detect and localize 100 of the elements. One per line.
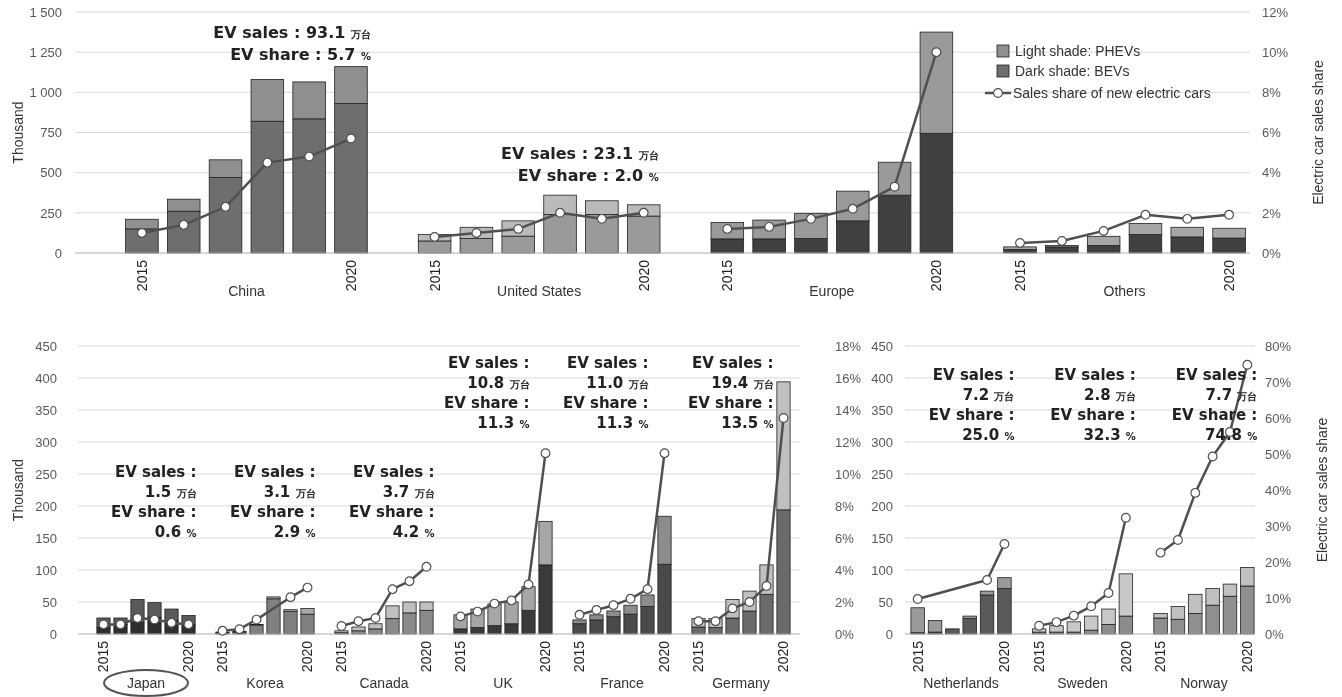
text: Korea [246,675,284,691]
legend-label: Sales share of new electric cars [1013,85,1211,101]
text: China [228,283,265,299]
y-axis-title: Thousand [9,101,26,164]
y-tick-label: 450 [35,338,57,354]
x-tick-label: 2015 [133,259,150,292]
y2-tick-label: 6% [1262,125,1282,141]
y2-tick-label: 18% [835,338,862,354]
x-tick-label: 2020 [418,640,435,673]
text: France [600,675,644,691]
text: Sweden [1057,675,1108,691]
x-tick-label: 2015 [1031,640,1048,673]
y2-tick-label: 2% [1262,205,1282,221]
x-tick-label: 2015 [909,640,926,673]
y2-tick-label: 30% [1265,518,1292,534]
annotation: EV sales : 2.8 万台 EV share : 32.3 % [1050,366,1136,444]
text: Canada [359,675,409,691]
y2-tick-label: 0% [1262,245,1282,261]
y-tick-label: 750 [40,125,62,141]
y2-tick-label: 12% [1262,4,1289,20]
annotation: EV sales : 1.5 万台 EV share : 0.6 % [110,463,197,541]
y2-tick-label: 10% [1262,44,1289,60]
y-tick-label: 0 [54,245,62,261]
y2-axis-title: Electric car sales share [1313,417,1330,563]
y2-tick-label: 14% [835,402,862,418]
y-tick-label: 400 [871,370,893,386]
y-tick-label: 250 [35,466,57,482]
text: Netherlands [923,675,999,691]
x-tick-label: 2020 [342,259,359,292]
x-tick-label: 2020 [996,640,1013,673]
x-tick-label: 2015 [690,640,707,673]
y2-tick-label: 10% [1265,590,1292,606]
y2-tick-label: 10% [835,466,862,482]
y-tick-label: 350 [35,402,57,418]
y2-tick-label: 8% [1262,84,1282,100]
text: United States [497,283,582,299]
y2-tick-label: 60% [1265,410,1292,426]
annotation: EV sales : 23.1 万台 EV share : 2.0 % [501,144,659,185]
legend-label: Light shade: PHEVs [1015,43,1141,59]
x-tick-label: 2015 [333,640,350,673]
y2-tick-label: 70% [1265,374,1292,390]
annotation: EV sales : 11.0 万台 EV share : 11.3 % [562,354,649,432]
y2-tick-label: 0% [835,626,855,642]
y-axis-title: Thousand [9,458,26,522]
x-tick-label: 2015 [95,640,112,673]
y-tick-label: 500 [40,165,62,181]
y-tick-label: 200 [871,498,893,514]
x-tick-label: 2020 [1220,259,1237,292]
x-tick-label: 2015 [214,640,231,673]
x-tick-label: 2015 [452,640,469,673]
y-tick-label: 0 [885,626,893,642]
annotation: EV sales : 10.8 万台 EV share : 11.3 % [443,354,530,432]
x-tick-label: 2020 [635,259,652,292]
x-tick-label: 2020 [1239,640,1256,673]
x-tick-label: 2020 [928,259,945,292]
text: Others [1103,283,1146,299]
y-tick-label: 450 [871,338,893,354]
x-tick-label: 2015 [1152,640,1169,673]
y2-tick-label: 40% [1265,482,1292,498]
annotation: EV sales : 93.1 万台 EV share : 5.7 % [213,23,371,64]
y2-tick-label: 50% [1265,446,1292,462]
y-tick-label: 100 [871,562,893,578]
annotation: EV sales : 3.1 万台 EV share : 2.9 % [229,463,316,541]
x-tick-label: 2015 [719,259,736,292]
x-tick-label: 2020 [656,640,673,673]
y2-tick-label: 4% [835,562,855,578]
x-tick-label: 2015 [571,640,588,673]
x-tick-label: 2020 [775,640,792,673]
y2-tick-label: 6% [835,530,855,546]
y-tick-label: 250 [40,205,62,221]
x-tick-label: 2015 [426,259,443,292]
x-tick-label: 2020 [299,640,316,673]
text: Japan [126,675,166,691]
x-tick-label: 2020 [537,640,554,673]
y-tick-label: 350 [871,402,893,418]
annotation: EV sales : 19.4 万台 EV share : 13.5 % [687,354,774,432]
y2-axis-title: Electric car sales share [1309,59,1326,205]
y-tick-label: 1 500 [29,4,62,20]
y2-tick-label: 4% [1262,165,1282,181]
y-tick-label: 150 [871,530,893,546]
x-tick-label: 2020 [180,640,197,673]
annotation: EV sales : 7.2 万台 EV share : 25.0 % [928,366,1015,444]
y2-tick-label: 80% [1265,338,1292,354]
y-tick-label: 400 [35,370,57,386]
y-tick-label: 50 [878,594,893,610]
y-tick-label: 50 [42,594,57,610]
annotation: EV sales : 3.7 万台 EV share : 4.2 % [348,463,435,541]
y-tick-label: 0 [49,626,57,642]
legend-label: Dark shade: BEVs [1015,63,1130,79]
y-tick-label: 250 [871,466,893,482]
y-tick-label: 200 [35,498,57,514]
y-tick-label: 300 [871,434,893,450]
x-tick-label: 2020 [1117,640,1134,673]
y2-tick-label: 2% [835,594,855,610]
y2-tick-label: 20% [1265,554,1292,570]
y-tick-label: 1 000 [29,84,62,100]
text: Europe [809,283,855,299]
y2-tick-label: 16% [835,370,862,386]
y-tick-label: 300 [35,434,57,450]
y2-tick-label: 0% [1265,626,1285,642]
